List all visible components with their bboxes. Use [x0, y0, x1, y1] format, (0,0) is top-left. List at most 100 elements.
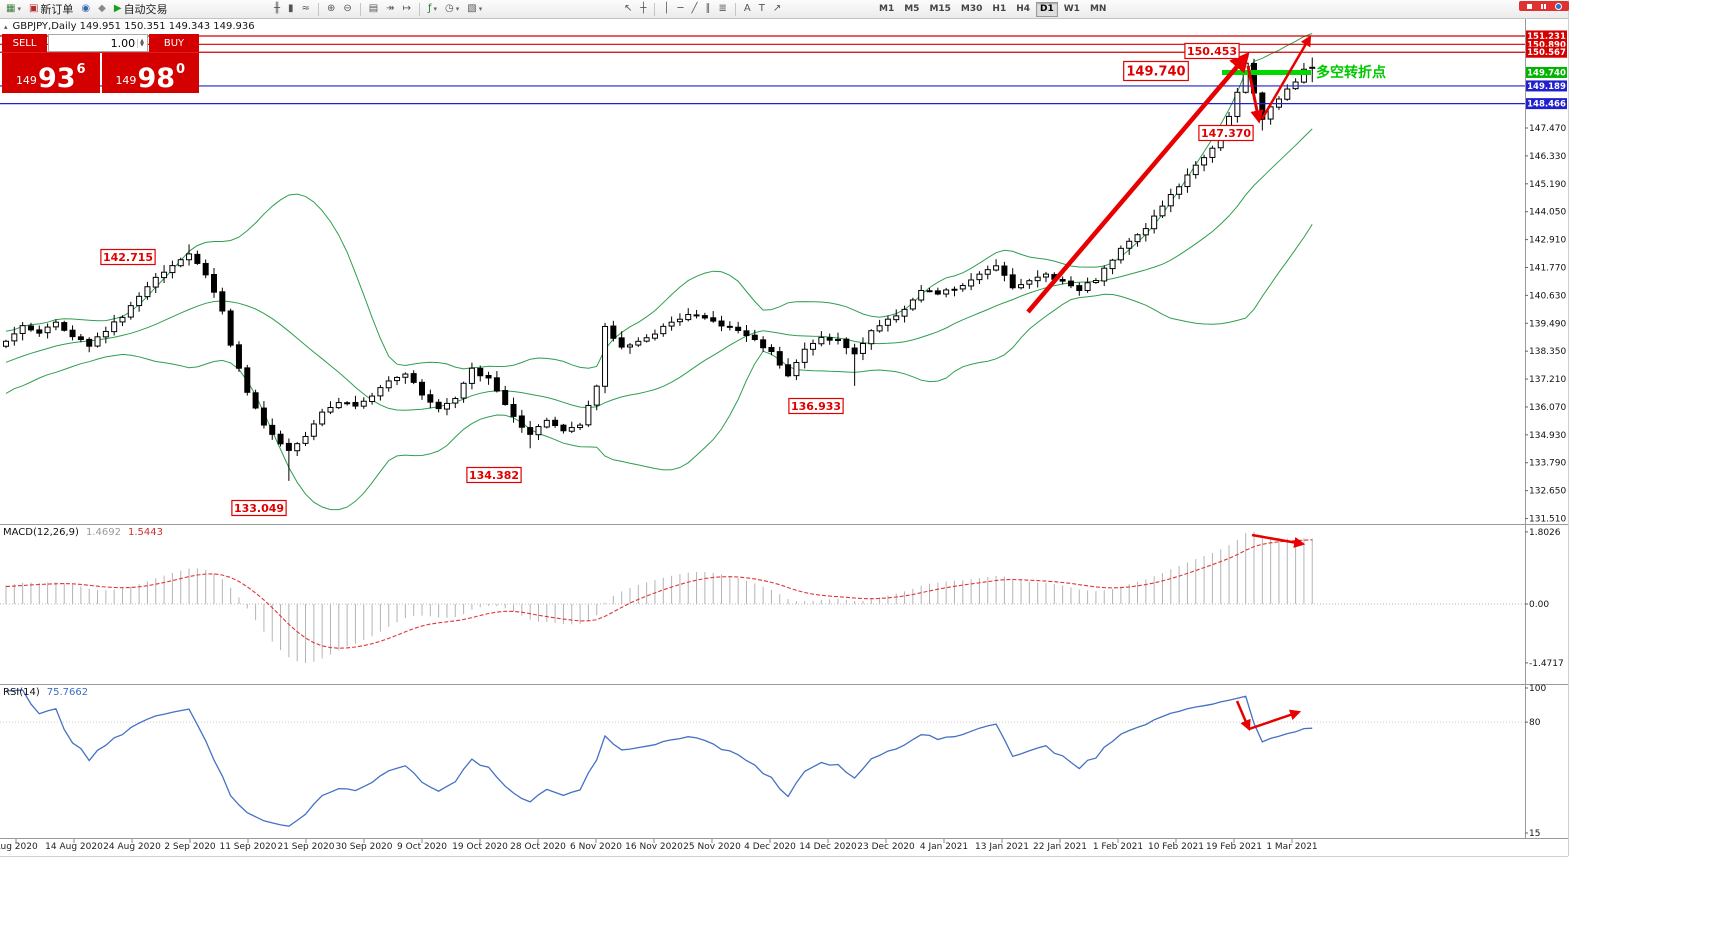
- screen-recorder-overlay[interactable]: [1519, 1, 1569, 11]
- rsi-indicator-label: RSI(14) 75.7662: [3, 687, 88, 698]
- line-chart-mode-button[interactable]: ≈: [298, 1, 314, 17]
- tile-windows-button[interactable]: ▤: [365, 1, 382, 17]
- macd-signal-line: [5, 539, 1313, 649]
- svg-text:150.890: 150.890: [1527, 40, 1566, 50]
- news-button[interactable]: ◆: [94, 1, 110, 17]
- periods-button[interactable]: ◷ ▾: [441, 1, 463, 17]
- svg-text:136.070: 136.070: [1529, 403, 1566, 413]
- candle-chart-mode-button[interactable]: ▮: [284, 1, 298, 17]
- svg-text:131.510: 131.510: [1529, 515, 1566, 525]
- timeframe-d1-button[interactable]: D1: [1036, 1, 1058, 17]
- indicators-caret-icon: ▾: [433, 5, 437, 13]
- trend-arrow-1[interactable]: [1026, 51, 1250, 314]
- svg-text:22 Jan 2021: 22 Jan 2021: [1033, 842, 1087, 852]
- rsi-name: RSI(14): [3, 687, 40, 698]
- timeframe-mn-button[interactable]: MN: [1086, 2, 1111, 17]
- annotations[interactable]: 多空转折点 142.715 133.049 134.382 136.933 147.370…: [100, 35, 1386, 732]
- cursor-button[interactable]: ↖: [620, 1, 636, 17]
- volume-box[interactable]: 1.00 ▲ ▼: [48, 34, 148, 52]
- horizontal-line-button[interactable]: ─: [673, 1, 687, 17]
- price-callout-134.382[interactable]: [466, 466, 522, 484]
- volume-decrease-button[interactable]: ▼: [137, 43, 146, 48]
- text-label-button[interactable]: T: [755, 1, 769, 17]
- autotrading-label: 自动交易: [123, 3, 168, 16]
- price-tag-150.567[interactable]: [1526, 46, 1567, 58]
- recorder-info-icon[interactable]: [1554, 2, 1562, 10]
- timeframe-h1-button[interactable]: H1: [988, 2, 1010, 17]
- recorder-pause-icon[interactable]: [1540, 3, 1546, 9]
- crosshair-button[interactable]: ┼: [636, 1, 650, 17]
- svg-text:23 Dec 2020: 23 Dec 2020: [857, 842, 915, 852]
- sell-price-big: 93: [37, 62, 76, 94]
- timeframe-m30-button[interactable]: M30: [957, 2, 986, 17]
- one-click-collapse-icon[interactable]: ▴: [4, 22, 8, 31]
- horizontal-line-objects[interactable]: [0, 35, 1525, 105]
- trendline-button[interactable]: ╱: [687, 1, 701, 17]
- buy-button[interactable]: BUY: [149, 34, 199, 52]
- svg-text:149.189: 149.189: [1527, 82, 1566, 92]
- bollinger-middle-band: [5, 128, 1313, 411]
- zoom-out-button[interactable]: ⊖: [339, 1, 355, 17]
- trend-arrow-3[interactable]: [1260, 35, 1312, 120]
- volume-value[interactable]: 1.00: [110, 36, 136, 50]
- rsi-value: 75.7662: [46, 687, 89, 698]
- timeframe-m1-button[interactable]: M1: [875, 2, 898, 17]
- price-callout-149.740[interactable]: [1123, 60, 1189, 82]
- price-tag-149.189[interactable]: [1526, 80, 1567, 92]
- text-button[interactable]: A: [740, 1, 755, 17]
- autotrading-icon: ▶: [113, 3, 122, 14]
- price-callout-150.453[interactable]: [1184, 42, 1240, 60]
- sell-button[interactable]: SELL: [2, 34, 47, 52]
- templates-button[interactable]: ▧ ▾: [463, 1, 486, 17]
- timeframe-h4-button[interactable]: H4: [1012, 2, 1034, 17]
- equidistant-channel-button[interactable]: ∥: [702, 1, 715, 17]
- bollinger-lower-band: [5, 224, 1313, 511]
- line-chart-mode-icon: ≈: [301, 3, 310, 14]
- candle-chart-mode-icon: ▮: [288, 3, 294, 14]
- price-tag-151.231[interactable]: [1526, 30, 1567, 42]
- svg-text:144.050: 144.050: [1529, 208, 1566, 218]
- trend-arrow-5[interactable]: [1235, 700, 1251, 732]
- timeframe-m15-button[interactable]: M15: [925, 2, 954, 17]
- symbol-ohlc-text: GBPJPY,Daily 149.951 150.351 149.343 149…: [12, 21, 255, 32]
- timeframe-m5-button[interactable]: M5: [900, 2, 923, 17]
- svg-text:25 Nov 2020: 25 Nov 2020: [683, 842, 741, 852]
- buy-price-button[interactable]: 149 98 0: [101, 53, 199, 93]
- svg-text:19 Oct 2020: 19 Oct 2020: [452, 842, 508, 852]
- price-callout-142.715[interactable]: [100, 248, 156, 266]
- trend-arrow-6[interactable]: [1248, 709, 1302, 731]
- svg-text:133.049: 133.049: [234, 502, 284, 515]
- trend-arrow-2[interactable]: [1246, 65, 1264, 124]
- price-tag-148.466[interactable]: [1526, 98, 1567, 110]
- vertical-line-button[interactable]: │: [659, 1, 673, 17]
- price-callout-147.370[interactable]: [1198, 124, 1254, 142]
- recorder-stop-icon[interactable]: [1526, 3, 1532, 9]
- svg-text:-1.4717: -1.4717: [1529, 659, 1564, 669]
- zoom-in-button[interactable]: ⊕: [323, 1, 339, 17]
- fibonacci-button[interactable]: ≣: [715, 1, 731, 17]
- pivot-note-text[interactable]: 多空转折点: [1316, 64, 1386, 81]
- new-order-button[interactable]: ▣ 新订单: [25, 1, 77, 17]
- price-tag-149.740[interactable]: [1526, 66, 1567, 78]
- mql5-community-button[interactable]: ◉: [77, 1, 94, 17]
- autotrading-button[interactable]: ▶ 自动交易: [110, 1, 172, 17]
- chart-shift-button[interactable]: ↦: [399, 1, 415, 17]
- price-callout-136.933[interactable]: [788, 397, 844, 415]
- trend-arrow-4[interactable]: [1251, 533, 1306, 548]
- bar-chart-mode-button[interactable]: ╫: [270, 1, 284, 17]
- sell-price-button[interactable]: 149 93 6: [2, 53, 100, 93]
- arrows-button[interactable]: ↗: [769, 1, 785, 17]
- svg-text:137.210: 137.210: [1529, 375, 1566, 385]
- price-tag-150.890[interactable]: [1526, 38, 1567, 50]
- bollinger-upper-band: [5, 33, 1313, 370]
- timeframe-w1-button[interactable]: W1: [1060, 2, 1084, 17]
- new-chart-button[interactable]: ▦ ▾: [2, 1, 25, 17]
- indicators-button[interactable]: ƒ ▾: [424, 1, 441, 17]
- volume-spinner: ▲ ▼: [137, 38, 146, 48]
- price-callout-133.049[interactable]: [231, 499, 287, 517]
- volume-increase-button[interactable]: ▲: [137, 38, 146, 43]
- auto-scroll-icon: ↠: [386, 3, 395, 14]
- auto-scroll-button[interactable]: ↠: [382, 1, 398, 17]
